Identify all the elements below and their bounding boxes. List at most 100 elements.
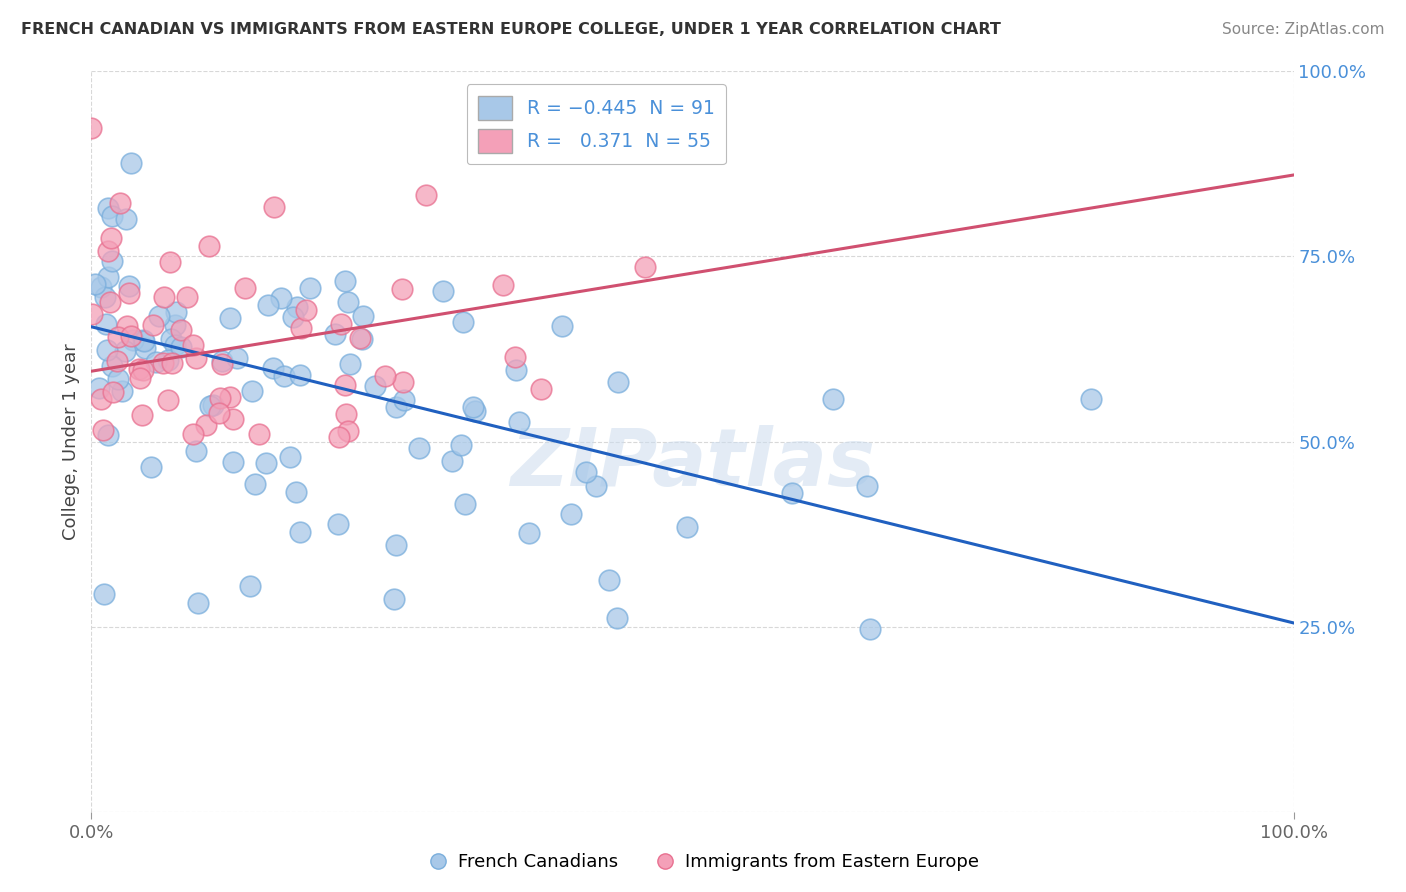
Point: [97, 244, 120, 258]
Point: [134, 334, 156, 348]
Point: [247, 427, 270, 442]
Point: [290, 321, 312, 335]
Point: [107, 372, 129, 386]
Point: [131, 409, 153, 423]
Point: [508, 415, 530, 429]
Point: [218, 310, 240, 325]
Point: [374, 368, 396, 383]
Point: [115, 211, 138, 226]
Point: [408, 441, 430, 455]
Point: [219, 390, 242, 404]
Point: [186, 351, 208, 366]
Point: [198, 239, 221, 253]
Point: [98, 295, 121, 310]
Point: [517, 525, 540, 540]
Point: [335, 274, 357, 288]
Point: [131, 333, 153, 347]
Point: [93, 587, 115, 601]
Point: [634, 260, 657, 274]
Point: [491, 278, 513, 293]
Point: [96, 343, 118, 357]
Point: [233, 280, 256, 294]
Text: FRENCH CANADIAN VS IMMIGRANTS FROM EASTERN EUROPE COLLEGE, UNDER 1 YEAR CORRELAT: FRENCH CANADIAN VS IMMIGRANTS FROM EASTE…: [21, 22, 1001, 37]
Point: [97, 270, 120, 285]
Point: [337, 424, 360, 438]
Point: [90, 280, 112, 294]
Point: [294, 302, 316, 317]
Point: [128, 362, 150, 376]
Point: [415, 187, 437, 202]
Point: [208, 407, 231, 421]
Point: [328, 430, 350, 444]
Point: [117, 318, 139, 333]
Point: [152, 356, 174, 370]
Point: [187, 596, 209, 610]
Point: [211, 357, 233, 371]
Point: [170, 340, 193, 354]
Point: [122, 333, 145, 347]
Point: [159, 254, 181, 268]
Point: [240, 384, 263, 398]
Point: [859, 622, 882, 636]
Point: [181, 427, 204, 442]
Point: [598, 574, 620, 588]
Point: [335, 407, 357, 421]
Point: [132, 363, 155, 377]
Point: [676, 520, 699, 534]
Point: [225, 351, 247, 366]
Point: [278, 450, 301, 465]
Point: [606, 376, 628, 390]
Point: [114, 343, 136, 358]
Point: [105, 354, 128, 368]
Point: [856, 479, 879, 493]
Point: [285, 485, 308, 500]
Point: [118, 286, 141, 301]
Point: [441, 454, 464, 468]
Point: [222, 412, 245, 426]
Point: [120, 156, 142, 170]
Point: [391, 282, 413, 296]
Point: [181, 338, 204, 352]
Point: [186, 444, 208, 458]
Point: [170, 323, 193, 337]
Point: [87, 381, 110, 395]
Point: [107, 330, 129, 344]
Point: [385, 538, 408, 552]
Point: [333, 378, 356, 392]
Point: [108, 195, 131, 210]
Point: [262, 361, 284, 376]
Point: [96, 317, 118, 331]
Point: [288, 524, 311, 539]
Point: [142, 318, 165, 333]
Point: [606, 610, 628, 624]
Point: [585, 478, 607, 492]
Y-axis label: College, Under 1 year: College, Under 1 year: [62, 343, 80, 540]
Point: [208, 391, 231, 405]
Point: [530, 382, 553, 396]
Point: [257, 297, 280, 311]
Point: [160, 332, 183, 346]
Point: [364, 379, 387, 393]
Point: [299, 281, 322, 295]
Point: [91, 423, 114, 437]
Point: [176, 290, 198, 304]
Point: [382, 591, 405, 606]
Point: [200, 399, 222, 413]
Point: [290, 368, 312, 382]
Point: [120, 328, 142, 343]
Point: [100, 231, 122, 245]
Point: [392, 393, 415, 408]
Point: [148, 309, 170, 323]
Point: [1080, 392, 1102, 406]
Point: [464, 404, 486, 418]
Point: [780, 485, 803, 500]
Text: ZIPatlas: ZIPatlas: [510, 425, 875, 503]
Point: [211, 353, 233, 368]
Point: [263, 200, 285, 214]
Point: [118, 278, 141, 293]
Point: [134, 341, 156, 355]
Point: [97, 201, 120, 215]
Point: [243, 477, 266, 491]
Point: [239, 579, 262, 593]
Point: [432, 284, 454, 298]
